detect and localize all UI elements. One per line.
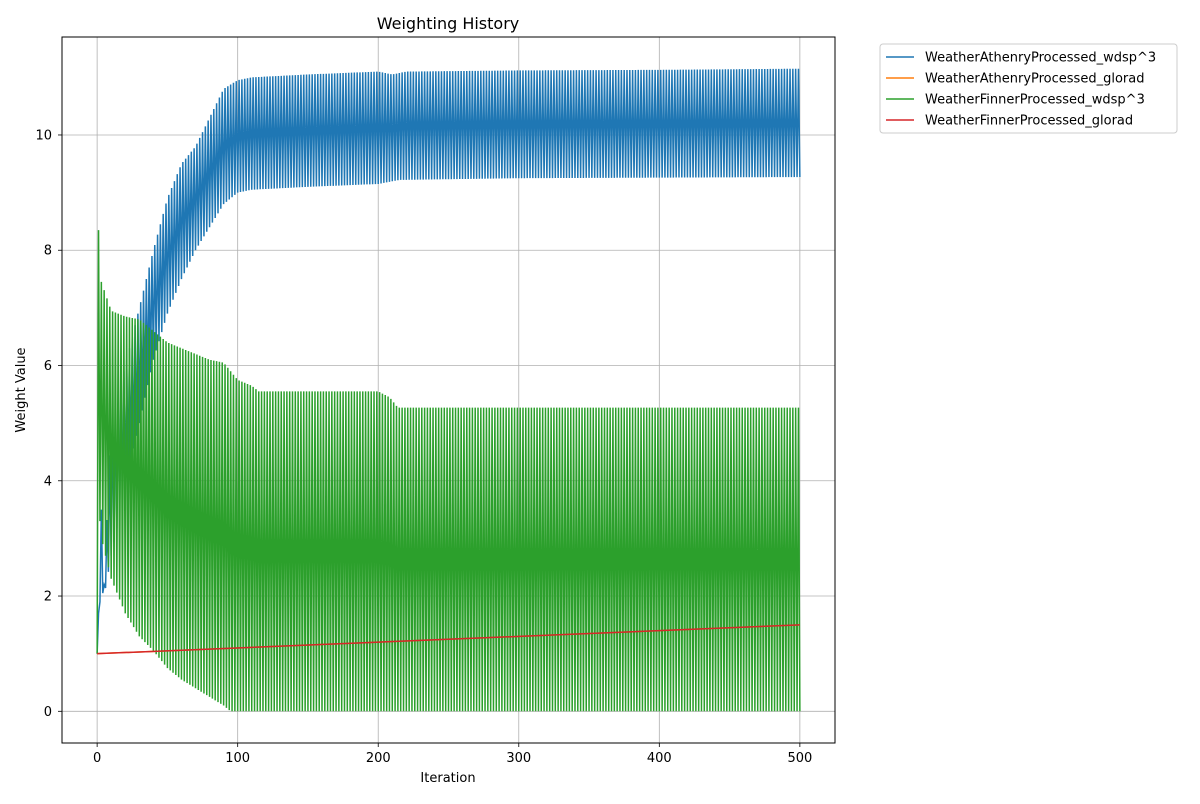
y-tick-label: 2 [44, 590, 52, 605]
legend-label: WeatherAthenryProcessed_wdsp^3 [925, 51, 1156, 66]
series-line-3 [96, 230, 801, 712]
x-tick-label: 0 [93, 751, 101, 766]
y-tick-label: 6 [44, 359, 52, 374]
x-tick-label: 200 [366, 751, 391, 766]
y-tick-label: 8 [44, 244, 52, 259]
x-tick-label: 100 [225, 751, 250, 766]
legend-label: WeatherAthenryProcessed_glorad [925, 72, 1144, 87]
series-line-1 [96, 68, 801, 654]
series-layer [96, 68, 801, 712]
x-tick-label: 300 [506, 751, 531, 766]
legend: WeatherAthenryProcessed_wdsp^3 WeatherAth… [879, 43, 1178, 134]
legend-label: WeatherFinnerProcessed_glorad [925, 114, 1133, 129]
legend-box [879, 43, 1178, 134]
series-line-4 [97, 624, 800, 655]
x-axis-label: Iteration [420, 771, 475, 786]
legend-label: WeatherFinnerProcessed_wdsp^3 [925, 93, 1145, 108]
tick-layer: 0 100 200 300 400 500 0 2 4 6 8 10 [35, 128, 812, 766]
chart-title: Weighting History [377, 14, 520, 33]
y-tick-label: 0 [44, 705, 52, 720]
x-tick-label: 500 [787, 751, 812, 766]
y-axis-label: Weight Value [14, 347, 29, 432]
y-tick-label: 4 [44, 474, 52, 489]
y-tick-label: 10 [35, 128, 52, 143]
x-tick-label: 400 [647, 751, 672, 766]
plot-frame [61, 36, 836, 744]
